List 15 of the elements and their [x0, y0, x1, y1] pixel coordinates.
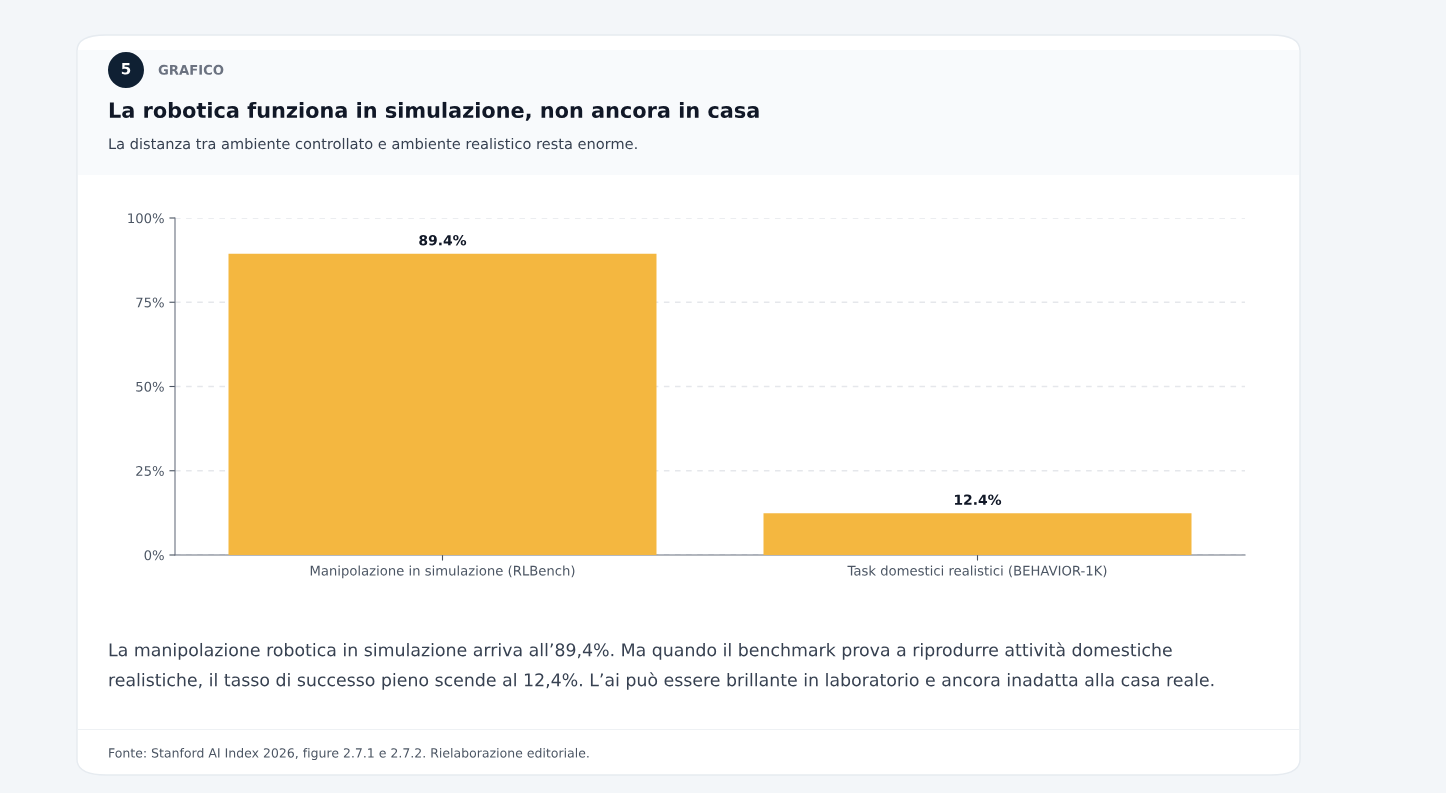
text: GRAFICO [158, 64, 224, 75]
x-tick-label: Manipolazione in simulazione (RLBench) [310, 565, 575, 579]
y-tick-label: 100% [128, 213, 164, 224]
text: 5 [121, 63, 131, 75]
x-tick-label: Task domestici realistici (BEHAVIOR-1K) [847, 565, 1107, 578]
y-tick-label: 0% [144, 550, 164, 561]
y-tick-label: 50% [136, 381, 164, 392]
chart-subtitle: La distanza tra ambiente controllato e ambiente realistico resta enorme. [109, 137, 637, 150]
chart-title: La robotica funziona in simulazione, non ancora in casa [109, 101, 759, 121]
y-tick-label: 25% [136, 465, 164, 476]
text: La manipolazione robotica in simulazione arriva all’89,4%. Ma quando il benchmark prova a riprodurre attività domestiche realistiche, il tasso di successo pieno scende al 12,4%. L’ai può essere brillante in laboratorio e ancora inadatta alla casa reale. [109, 642, 1214, 690]
data-label: 89.4% [419, 234, 467, 246]
source-note: Fonte: Stanford AI Index 2026, figure 2.7.1 e 2.7.2. Rielaborazione editoriale. [109, 747, 589, 761]
data-label: 12.4% [954, 494, 1002, 505]
y-tick-label: 75% [136, 297, 164, 308]
